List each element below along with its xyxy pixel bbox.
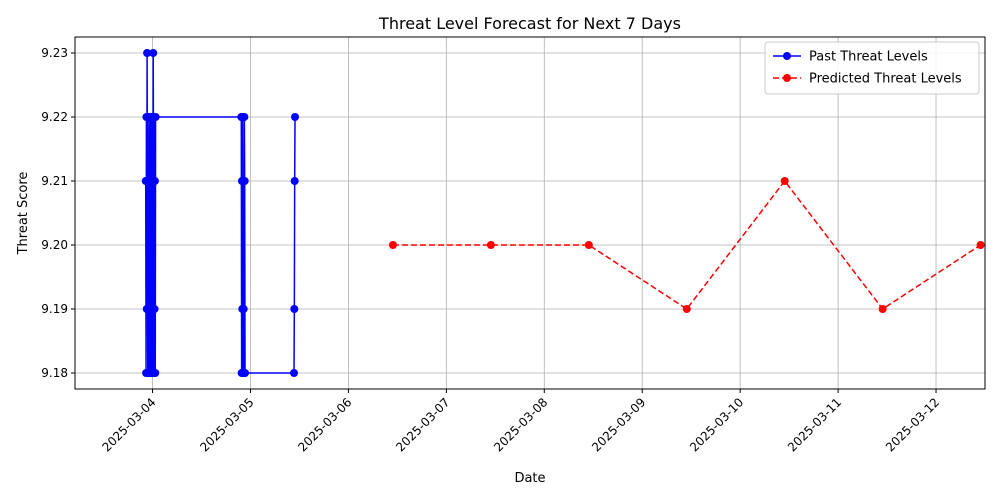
legend-box [764,41,980,95]
data-point [240,113,249,121]
data-point [240,177,249,185]
y-tick-label: 9.22 [41,110,68,124]
legend: Past Threat Levels Predicted Threat Level… [764,41,980,95]
series-past [141,49,300,377]
data-point [878,305,887,313]
data-point [780,177,789,185]
data-point [388,241,397,249]
data-point [290,305,299,313]
data-point [151,113,160,121]
legend-marker [783,52,791,60]
y-axis-title: Threat Score [16,172,31,256]
data-point [150,177,159,185]
data-point [291,113,300,121]
data-point [241,369,250,377]
grid [75,37,985,389]
chart-title: Threat Level Forecast for Next 7 Days [378,14,681,33]
y-tick-label: 9.23 [41,46,68,60]
data-point [290,177,299,185]
y-tick-label: 9.20 [41,238,68,252]
series-layer [141,49,985,377]
legend-label: Predicted Threat Levels [809,72,962,87]
data-point [486,241,495,249]
legend-marker [783,74,791,82]
data-point [976,241,985,249]
data-point [289,369,298,377]
x-axis-title: Date [514,471,545,486]
data-point [149,49,158,57]
y-tick-label: 9.18 [41,366,68,380]
data-point [239,305,248,313]
legend-label: Past Threat Levels [809,50,928,65]
data-point [584,241,593,249]
series-predicted [388,177,985,313]
y-tick-label: 9.19 [41,302,68,316]
data-point [682,305,691,313]
plot-frame [74,36,986,390]
data-point [150,305,159,313]
data-point [143,49,152,57]
data-point [151,369,160,377]
y-tick-label: 9.21 [41,174,68,188]
